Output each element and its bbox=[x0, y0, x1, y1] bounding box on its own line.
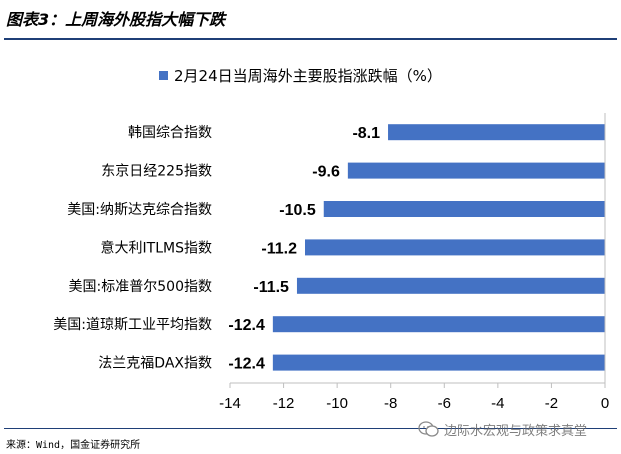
category-label-2: 美国:纳斯达克综合指数 bbox=[67, 202, 212, 218]
wechat-icon bbox=[418, 421, 439, 437]
value-label-1: -9.6 bbox=[312, 164, 340, 181]
bar-4 bbox=[296, 277, 605, 294]
value-label-3: -11.2 bbox=[261, 240, 297, 257]
value-label-5: -12.4 bbox=[228, 317, 265, 334]
value-label-2: -10.5 bbox=[279, 202, 316, 219]
category-label-3: 意大利ITLMS指数 bbox=[101, 239, 212, 256]
x-tick-label-6: -2 bbox=[545, 395, 558, 412]
source-note: 来源：Wind，国金证券研究所 bbox=[6, 440, 141, 451]
bars-group bbox=[272, 124, 605, 371]
bar-5 bbox=[272, 316, 605, 333]
watermark-text: 边际水宏观与政策求真堂 bbox=[444, 424, 588, 439]
bar-1 bbox=[347, 162, 605, 179]
bar-2 bbox=[323, 201, 605, 217]
x-ticks: -14 -12 -10 -8 -6 -4 -2 0 bbox=[219, 383, 609, 412]
legend-swatch bbox=[159, 71, 168, 80]
category-labels: 韩国综合指数东京日经225指数美国:纳斯达克综合指数意大利ITLMS指数美国:标… bbox=[53, 125, 212, 371]
bar-6 bbox=[272, 354, 605, 371]
bar-chart: 2月24日当周海外主要股指涨跌幅（%） 韩国综合指数东京日经225指数美国:纳斯… bbox=[53, 67, 609, 412]
chart-title: 图表3：上周海外股指大幅下跌 bbox=[6, 10, 226, 29]
category-label-0: 韩国综合指数 bbox=[128, 125, 212, 141]
value-labels: -8.1 -9.6 -10.5 -11.2 -11.5 -12.4 -12.4 bbox=[228, 125, 380, 372]
x-tick-label-0: -14 bbox=[219, 395, 241, 412]
category-label-1: 东京日经225指数 bbox=[101, 164, 212, 180]
footer-divider bbox=[4, 428, 617, 429]
category-label-4: 美国:标准普尔500指数 bbox=[69, 279, 212, 295]
x-tick-label-7: 0 bbox=[601, 395, 609, 412]
title-divider bbox=[4, 38, 617, 40]
legend: 2月24日当周海外主要股指涨跌幅（%） bbox=[159, 67, 442, 85]
x-tick-label-2: -10 bbox=[326, 395, 348, 412]
bar-3 bbox=[305, 239, 605, 256]
x-tick-label-1: -12 bbox=[273, 395, 295, 412]
value-label-0: -8.1 bbox=[352, 125, 380, 142]
category-label-6: 法兰克福DAX指数 bbox=[98, 356, 212, 372]
value-label-6: -12.4 bbox=[228, 356, 265, 373]
legend-label: 2月24日当周海外主要股指涨跌幅（%） bbox=[174, 67, 442, 85]
category-label-5: 美国:道琼斯工业平均指数 bbox=[53, 317, 212, 333]
x-tick-label-4: -6 bbox=[438, 395, 451, 412]
bar-0 bbox=[388, 124, 605, 141]
x-tick-label-3: -8 bbox=[384, 395, 397, 412]
value-label-4: -11.5 bbox=[253, 279, 289, 296]
x-tick-label-5: -4 bbox=[491, 395, 504, 412]
